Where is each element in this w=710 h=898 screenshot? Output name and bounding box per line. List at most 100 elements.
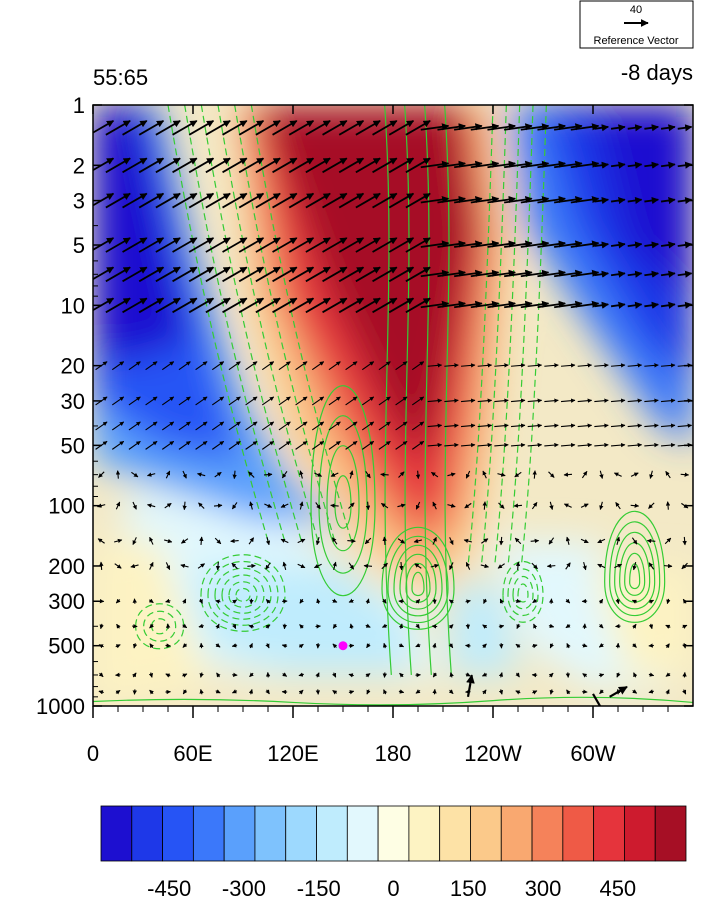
y-tick-label: 5	[73, 233, 85, 258]
wind-vector	[178, 396, 191, 406]
wind-vector	[527, 398, 543, 403]
contour-positive	[411, 571, 425, 597]
wind-vector	[172, 266, 198, 283]
wind-vector	[415, 689, 421, 694]
wind-vector	[148, 672, 154, 678]
wind-vector	[431, 471, 439, 478]
wind-vector	[249, 501, 254, 510]
wind-vector	[214, 537, 222, 545]
wind-vector	[205, 297, 231, 314]
wind-vector	[449, 537, 454, 545]
wind-vector	[483, 598, 488, 604]
wind-vector	[582, 561, 587, 571]
colorbar-swatch	[346, 805, 379, 862]
colorbar-swatch	[408, 805, 441, 862]
colorbar-tick-label: 0	[387, 876, 399, 898]
wind-vector	[663, 563, 673, 569]
wind-vector	[682, 624, 688, 629]
wind-vector	[430, 563, 439, 569]
wind-vector	[305, 157, 331, 174]
wind-vector	[182, 598, 187, 604]
wind-vector	[644, 196, 659, 205]
wind-vector	[205, 192, 231, 209]
wind-vector	[228, 440, 241, 450]
wind-vector	[398, 689, 405, 694]
wind-vector	[513, 503, 523, 508]
wind-vector	[222, 120, 248, 136]
wind-vector	[216, 672, 221, 678]
wind-vector	[548, 471, 555, 478]
wind-vector	[128, 421, 141, 431]
wind-vector	[448, 624, 454, 629]
wind-vector	[115, 598, 121, 604]
wind-vector	[231, 502, 238, 510]
wind-vector	[365, 501, 371, 511]
wind-vector	[644, 363, 659, 368]
wind-vector	[145, 361, 158, 371]
wind-vector	[532, 643, 538, 649]
wind-vector	[563, 503, 572, 508]
wind-vector	[660, 301, 676, 309]
wind-vector	[598, 623, 604, 629]
wind-vector	[449, 562, 454, 570]
contour-positive	[604, 510, 666, 623]
contour-negative	[480, 105, 507, 567]
wind-vector	[460, 423, 476, 428]
wind-vector	[182, 643, 188, 648]
wind-vector	[165, 562, 171, 570]
wind-vector	[238, 157, 265, 174]
colorbar-swatch	[192, 805, 225, 862]
wind-vector	[355, 237, 381, 253]
wind-vector	[348, 673, 354, 678]
wind-vector	[515, 561, 521, 571]
wind-vector	[322, 266, 348, 283]
wind-vector	[444, 398, 459, 403]
wind-vector	[213, 503, 223, 508]
wind-vector	[582, 673, 588, 678]
wind-vector	[282, 672, 288, 677]
wind-vector	[482, 643, 487, 649]
wind-vector	[494, 442, 509, 448]
wind-vector	[646, 538, 656, 544]
wind-vector	[660, 241, 676, 249]
wind-vector	[288, 266, 315, 283]
wind-vector	[382, 642, 388, 649]
wind-vector	[222, 297, 248, 314]
wind-vector	[198, 623, 204, 629]
location-marker	[338, 641, 348, 651]
wind-vector	[328, 396, 341, 406]
wind-vector	[504, 123, 533, 131]
wind-vector	[361, 421, 375, 431]
wind-vector	[388, 120, 415, 136]
wind-vector	[338, 192, 365, 209]
contour-negative	[234, 105, 336, 542]
wind-vector	[437, 300, 466, 309]
colorbar-tick-label: 300	[525, 876, 562, 898]
wind-vector	[249, 672, 254, 678]
wind-vector	[554, 269, 583, 278]
colorbar-swatch	[439, 805, 471, 862]
wind-vector	[172, 237, 198, 253]
wind-vector	[382, 598, 387, 604]
wind-vector	[145, 440, 158, 450]
wind-vector	[660, 196, 676, 205]
wind-vector	[554, 195, 583, 204]
wind-vector	[388, 297, 415, 314]
wind-vector	[399, 672, 404, 678]
wind-vector	[105, 157, 131, 174]
wind-vector	[427, 363, 443, 368]
wind-vector	[554, 160, 583, 169]
wind-vector	[537, 195, 566, 204]
wind-vector	[566, 689, 571, 695]
contour-positive	[387, 535, 449, 623]
wind-vector	[122, 266, 148, 283]
wind-vector	[195, 396, 208, 406]
wind-vector	[272, 297, 298, 314]
wind-vector	[520, 160, 550, 169]
colorbar-swatch	[593, 805, 625, 862]
wind-vector	[138, 237, 165, 253]
wind-vector	[255, 297, 281, 314]
wind-vector	[480, 563, 489, 569]
wind-vector	[680, 472, 690, 477]
